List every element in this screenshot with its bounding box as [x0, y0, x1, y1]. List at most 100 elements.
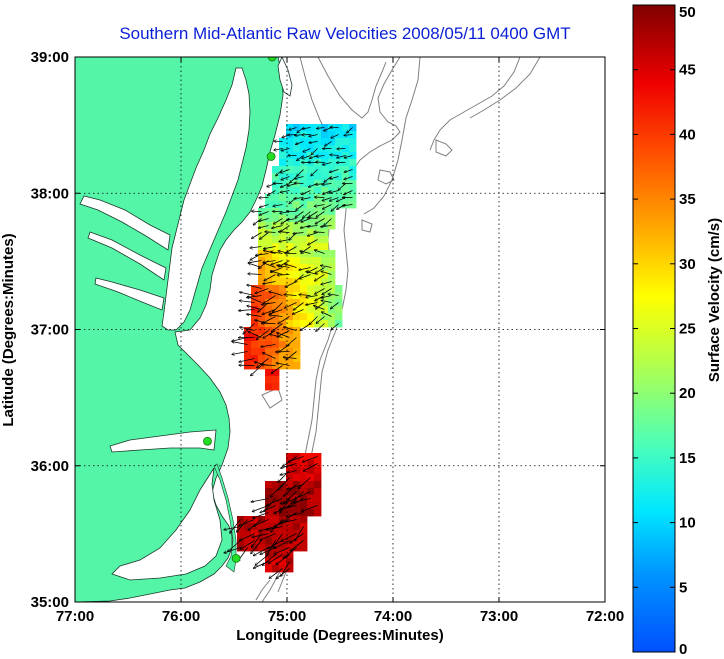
velocity-arrow — [309, 316, 318, 325]
velocity-cell — [328, 306, 336, 314]
velocity-cell — [335, 152, 343, 160]
velocity-cell — [293, 250, 301, 258]
velocity-cell — [244, 341, 252, 349]
velocity-cell — [279, 488, 287, 496]
velocity-cell — [300, 208, 308, 216]
velocity-cell — [335, 306, 343, 314]
velocity-arrow — [320, 265, 332, 268]
velocity-cell — [328, 152, 336, 160]
velocity-cell — [251, 530, 259, 538]
velocity-cell — [272, 250, 280, 258]
velocity-cell — [272, 173, 280, 181]
velocity-cell — [286, 523, 294, 531]
velocity-cell — [328, 271, 336, 279]
velocity-cell — [307, 299, 315, 307]
velocity-cell — [265, 495, 273, 503]
velocity-cell — [272, 355, 280, 363]
velocity-cell — [279, 299, 287, 307]
velocity-cell — [328, 250, 336, 258]
velocity-cell — [286, 565, 294, 573]
velocity-arrow — [271, 323, 283, 333]
velocity-cell — [258, 516, 266, 524]
velocity-arrow — [306, 295, 318, 298]
velocity-cell — [328, 257, 336, 265]
velocity-cell — [307, 481, 315, 489]
velocity-cell — [272, 362, 280, 370]
velocity-arrow — [314, 250, 325, 254]
velocity-cell — [258, 341, 266, 349]
velocity-arrow — [266, 526, 283, 530]
velocity-arrow — [316, 316, 325, 324]
colorbar-tick-label: 10 — [679, 515, 696, 532]
velocity-cell — [300, 488, 308, 496]
velocity-cell — [293, 236, 301, 244]
velocity-cell — [335, 201, 343, 209]
velocity-arrow — [239, 301, 255, 303]
radar-station-marker — [267, 57, 277, 62]
velocity-arrow — [311, 169, 318, 176]
velocity-arrow — [224, 547, 241, 553]
velocity-arrow — [290, 533, 304, 544]
velocity-cell — [307, 201, 315, 209]
velocity-arrow — [314, 274, 325, 282]
velocity-cell — [300, 138, 308, 146]
velocity-arrow — [239, 327, 255, 331]
velocity-cell — [293, 334, 301, 342]
velocity-cell — [300, 306, 308, 314]
velocity-cell — [300, 502, 308, 510]
velocity-arrow — [267, 190, 276, 196]
velocity-arrow — [240, 540, 255, 550]
velocity-cell — [314, 292, 322, 300]
velocity-cell — [286, 355, 294, 363]
velocity-cell — [321, 299, 329, 307]
velocity-cell — [321, 243, 329, 251]
y-axis-ticks: 35:00 36:00 37:00 38:00 39:00 — [31, 49, 605, 611]
velocity-cell — [286, 348, 294, 356]
velocity-cell — [279, 523, 287, 531]
velocity-cell — [279, 502, 287, 510]
velocity-cell — [321, 292, 329, 300]
velocity-cell — [307, 222, 315, 230]
velocity-arrow — [311, 148, 318, 155]
velocity-cell — [265, 278, 273, 286]
velocity-arrow — [315, 267, 325, 274]
velocity-arrow — [270, 484, 283, 498]
velocity-cell — [307, 250, 315, 258]
velocity-arrow — [330, 302, 339, 309]
velocity-cell — [328, 138, 336, 146]
y-tick-label: 37:00 — [31, 322, 69, 339]
velocity-arrow — [239, 519, 255, 526]
velocity-cell — [321, 229, 329, 237]
velocity-arrow — [273, 204, 283, 207]
velocity-arrow — [280, 463, 297, 469]
velocity-arrow — [295, 211, 304, 218]
velocity-cell — [328, 320, 336, 328]
velocity-arrow — [281, 176, 290, 180]
velocity-cell — [328, 264, 336, 272]
velocity-cell — [279, 215, 287, 223]
velocity-arrow — [305, 302, 318, 305]
velocity-arrow — [285, 281, 297, 288]
velocity-cell — [293, 516, 301, 524]
velocity-cell — [335, 166, 343, 174]
velocity-cell — [328, 201, 336, 209]
velocity-cell — [314, 173, 322, 181]
velocity-arrow — [321, 271, 332, 275]
y-tick-label: 35:00 — [31, 594, 69, 611]
velocity-cell — [286, 159, 294, 167]
velocity-cell — [286, 285, 294, 293]
velocity-arrow — [248, 263, 262, 268]
velocity-cell — [307, 495, 315, 503]
velocity-cell — [300, 285, 308, 293]
velocity-arrow — [303, 148, 311, 153]
velocity-cell — [342, 159, 350, 167]
velocity-cell — [293, 152, 301, 160]
velocity-arrow — [313, 305, 325, 310]
velocity-arrow — [293, 302, 304, 311]
velocity-cell — [300, 145, 308, 153]
velocity-cell — [293, 341, 301, 349]
y-axis-label: Latitude (Degrees:Minutes) — [0, 233, 17, 426]
velocity-cell — [293, 292, 301, 300]
velocity-cell — [293, 278, 301, 286]
velocity-cell — [321, 264, 329, 272]
